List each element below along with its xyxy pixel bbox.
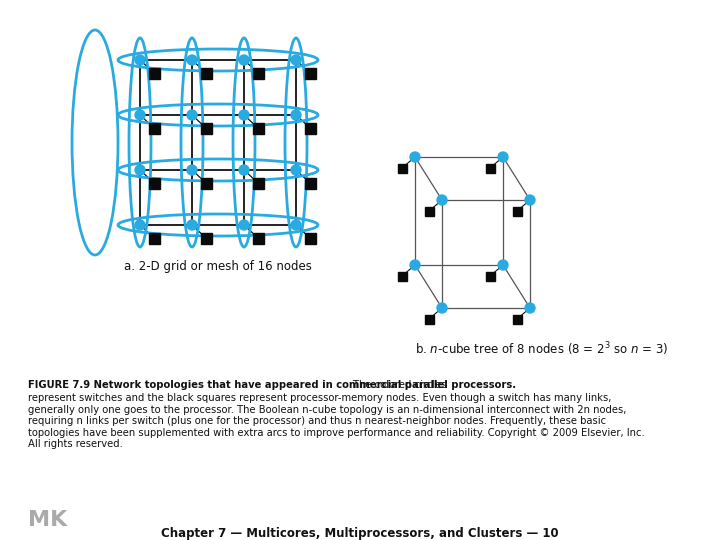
Circle shape <box>187 110 197 120</box>
Bar <box>305 233 315 244</box>
Circle shape <box>525 195 535 205</box>
Bar <box>485 164 495 172</box>
Circle shape <box>498 260 508 270</box>
Bar <box>148 178 160 188</box>
Bar <box>253 233 264 244</box>
Circle shape <box>187 165 197 175</box>
Text: MK: MK <box>28 510 67 530</box>
Bar <box>305 178 315 188</box>
Bar <box>425 314 433 323</box>
Text: represent switches and the black squares represent processor-memory nodes. Even : represent switches and the black squares… <box>28 393 644 449</box>
Circle shape <box>135 110 145 120</box>
Bar <box>148 68 160 78</box>
Text: b. $n$-cube tree of 8 nodes (8 = 2$^3$ so $n$ = 3): b. $n$-cube tree of 8 nodes (8 = 2$^3$ s… <box>415 340 668 357</box>
Bar <box>200 233 212 244</box>
Bar <box>485 272 495 280</box>
Circle shape <box>239 220 249 230</box>
Bar <box>253 178 264 188</box>
Bar <box>397 272 407 280</box>
Bar <box>397 164 407 172</box>
Circle shape <box>291 220 301 230</box>
Circle shape <box>135 55 145 65</box>
Circle shape <box>187 220 197 230</box>
Bar <box>200 123 212 133</box>
Text: FIGURE 7.9 Network topologies that have appeared in commercial parallel processo: FIGURE 7.9 Network topologies that have … <box>28 380 516 390</box>
Bar <box>305 68 315 78</box>
Circle shape <box>187 55 197 65</box>
Circle shape <box>437 303 447 313</box>
Bar <box>513 314 521 323</box>
Bar <box>513 206 521 215</box>
Circle shape <box>135 220 145 230</box>
Circle shape <box>525 303 535 313</box>
Bar <box>148 233 160 244</box>
Bar <box>425 206 433 215</box>
Text: Chapter 7 — Multicores, Multiprocessors, and Clusters — 10: Chapter 7 — Multicores, Multiprocessors,… <box>161 527 559 540</box>
Bar <box>200 178 212 188</box>
Circle shape <box>135 165 145 175</box>
Circle shape <box>239 165 249 175</box>
Circle shape <box>410 152 420 162</box>
Circle shape <box>498 152 508 162</box>
Bar <box>148 123 160 133</box>
Circle shape <box>437 195 447 205</box>
Circle shape <box>410 260 420 270</box>
Circle shape <box>291 55 301 65</box>
Circle shape <box>239 55 249 65</box>
Bar <box>305 123 315 133</box>
Circle shape <box>239 110 249 120</box>
Bar <box>253 123 264 133</box>
Bar <box>253 68 264 78</box>
Circle shape <box>291 110 301 120</box>
Text: The colored circles: The colored circles <box>28 381 446 390</box>
Bar <box>200 68 212 78</box>
Circle shape <box>291 165 301 175</box>
Text: a. 2-D grid or mesh of 16 nodes: a. 2-D grid or mesh of 16 nodes <box>124 260 312 273</box>
